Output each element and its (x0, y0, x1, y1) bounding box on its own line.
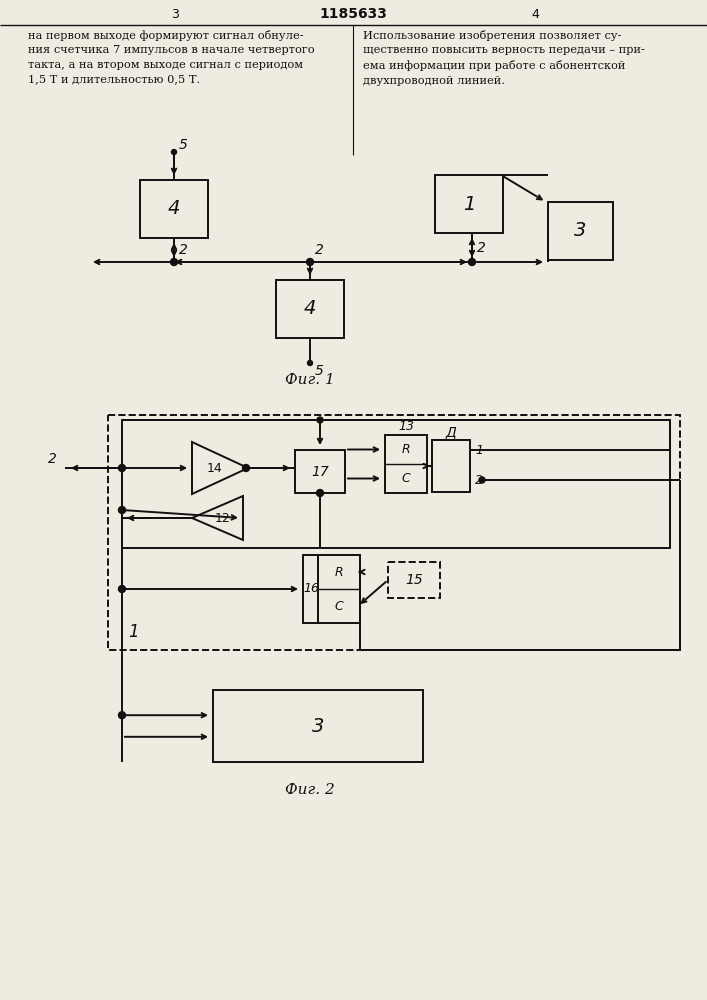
Circle shape (119, 712, 126, 719)
Bar (295, 450, 345, 493)
Text: 5: 5 (315, 364, 324, 378)
Text: 12: 12 (215, 512, 231, 524)
Text: 17: 17 (311, 464, 329, 479)
Text: Фиг. 1: Фиг. 1 (285, 373, 335, 387)
Bar (385, 435, 427, 493)
Bar (276, 280, 344, 338)
Text: 1185633: 1185633 (319, 7, 387, 21)
Circle shape (317, 417, 323, 423)
Text: 4: 4 (304, 300, 316, 318)
Text: 2: 2 (475, 474, 483, 487)
Text: 2: 2 (48, 452, 57, 466)
Bar (213, 690, 423, 762)
Circle shape (308, 360, 312, 365)
Text: Фиг. 2: Фиг. 2 (285, 783, 335, 797)
Text: 4: 4 (168, 200, 180, 219)
Text: 1: 1 (128, 623, 139, 641)
Bar (122, 420, 670, 548)
Text: C: C (334, 599, 344, 612)
Text: 5: 5 (179, 138, 188, 152)
Bar (108, 415, 680, 650)
Bar (140, 180, 208, 238)
Text: 2: 2 (477, 240, 486, 254)
Text: 16: 16 (303, 582, 319, 595)
Circle shape (479, 477, 485, 483)
Bar (318, 555, 360, 623)
Text: R: R (402, 443, 410, 456)
Text: 3: 3 (312, 716, 325, 736)
Circle shape (307, 258, 313, 265)
Circle shape (119, 506, 126, 514)
Text: 13: 13 (398, 420, 414, 434)
Text: на первом выходе формируют сигнал обнуле-
ния счетчика 7 импульсов в начале четв: на первом выходе формируют сигнал обнуле… (28, 30, 315, 84)
Circle shape (469, 258, 476, 265)
Text: Использование изобретения позволяет су-
щественно повысить верность передачи – п: Использование изобретения позволяет су- … (363, 30, 645, 86)
Text: 14: 14 (207, 462, 223, 475)
Text: Д: Д (445, 425, 457, 439)
Text: 2: 2 (315, 243, 324, 257)
Circle shape (119, 464, 126, 472)
Circle shape (170, 258, 177, 265)
Text: 3: 3 (171, 7, 179, 20)
Bar (435, 175, 503, 233)
Bar (388, 562, 440, 598)
Text: C: C (402, 472, 410, 485)
Circle shape (172, 149, 177, 154)
Polygon shape (192, 442, 248, 494)
Text: R: R (334, 566, 344, 578)
Bar (303, 555, 318, 623)
Text: 2: 2 (179, 243, 188, 257)
Text: 1: 1 (463, 194, 475, 214)
Text: 4: 4 (531, 7, 539, 20)
Text: 3: 3 (574, 222, 587, 240)
Polygon shape (192, 496, 243, 540)
Text: 1: 1 (475, 444, 483, 456)
Circle shape (243, 464, 250, 472)
Bar (432, 440, 470, 492)
Bar (548, 202, 613, 260)
Circle shape (317, 489, 324, 496)
Text: 15: 15 (405, 573, 423, 587)
Circle shape (119, 585, 126, 592)
